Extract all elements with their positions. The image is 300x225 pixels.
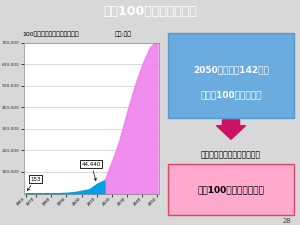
- Text: 44,440: 44,440: [82, 162, 101, 180]
- Text: 28: 28: [282, 218, 291, 224]
- Text: 100歳以上の人口の推移・推計: 100歳以上の人口の推移・推計: [23, 31, 79, 36]
- FancyBboxPatch shape: [168, 164, 294, 215]
- FancyArrow shape: [217, 120, 245, 139]
- Text: 「未病を改善する」その先に: 「未病を改善する」その先に: [201, 150, 261, 159]
- Text: 2050年には、142人に: 2050年には、142人に: [193, 65, 269, 74]
- FancyBboxPatch shape: [168, 33, 294, 118]
- Text: 人生100歳時代の設計図: 人生100歳時代の設計図: [198, 185, 264, 194]
- Text: 単位:万人: 単位:万人: [114, 31, 132, 36]
- Text: 153: 153: [28, 177, 40, 191]
- Text: １人が100歳以上！！: １人が100歳以上！！: [200, 90, 262, 99]
- Text: 人生100歳時代の設計図: 人生100歳時代の設計図: [103, 5, 197, 18]
